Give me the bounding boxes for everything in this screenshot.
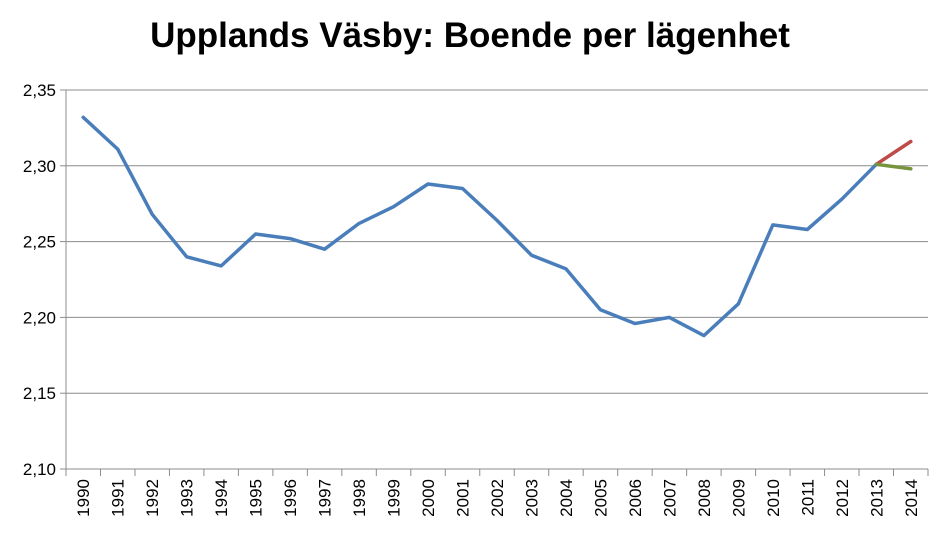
y-tick-label: 2,20 <box>23 308 56 327</box>
x-axis-ticks: 1990 1991 1992 1993 1994 1995 1996 1997 1998 1999… <box>65 469 929 517</box>
x-tick-label: 1997 <box>316 479 335 517</box>
y-tick-label: 2,30 <box>23 157 56 176</box>
x-tick-label: 2010 <box>764 479 783 517</box>
x-tick-label: 1998 <box>350 479 369 517</box>
x-tick-label: 2002 <box>488 479 507 517</box>
series-lines <box>81 115 913 338</box>
x-tick-label: 2005 <box>591 479 610 517</box>
x-tick-label: 1995 <box>247 479 266 517</box>
series-line-1 <box>81 115 879 338</box>
x-tick-label: 1993 <box>178 479 197 517</box>
x-tick-label: 2004 <box>557 479 576 517</box>
x-tick-label: 2000 <box>419 479 438 517</box>
x-tick-label: 2003 <box>522 479 541 517</box>
series-line-3 <box>874 162 913 171</box>
chart-title: Upplands Väsby: Boende per lägenhet <box>150 16 790 55</box>
x-tick-label: 1999 <box>385 479 404 517</box>
x-tick-label: 1992 <box>143 479 162 517</box>
x-tick-label: 1991 <box>109 479 128 517</box>
x-tick-label: 1990 <box>74 479 93 517</box>
x-tick-label: 2009 <box>729 479 748 517</box>
grid-lines <box>66 89 928 394</box>
y-axis-ticks: 2,10 2,15 2,20 2,25 2,30 2,35 <box>23 81 66 479</box>
y-tick-label: 2,10 <box>23 460 56 479</box>
x-tick-label: 2012 <box>833 479 852 517</box>
x-tick-label: 2014 <box>902 479 921 517</box>
y-tick-label: 2,35 <box>23 81 56 100</box>
series-line-2 <box>874 139 913 167</box>
x-tick-label: 2001 <box>454 479 473 517</box>
x-tick-label: 2008 <box>695 479 714 517</box>
x-tick-label: 2007 <box>660 479 679 517</box>
x-tick-label: 1996 <box>281 479 300 517</box>
x-tick-label: 2013 <box>867 479 886 517</box>
x-tick-label: 2011 <box>798 479 817 516</box>
y-tick-label: 2,25 <box>23 233 56 252</box>
x-tick-label: 1994 <box>212 479 231 517</box>
y-tick-label: 2,15 <box>23 384 56 403</box>
axes <box>65 90 928 470</box>
x-tick-label: 2006 <box>626 479 645 517</box>
